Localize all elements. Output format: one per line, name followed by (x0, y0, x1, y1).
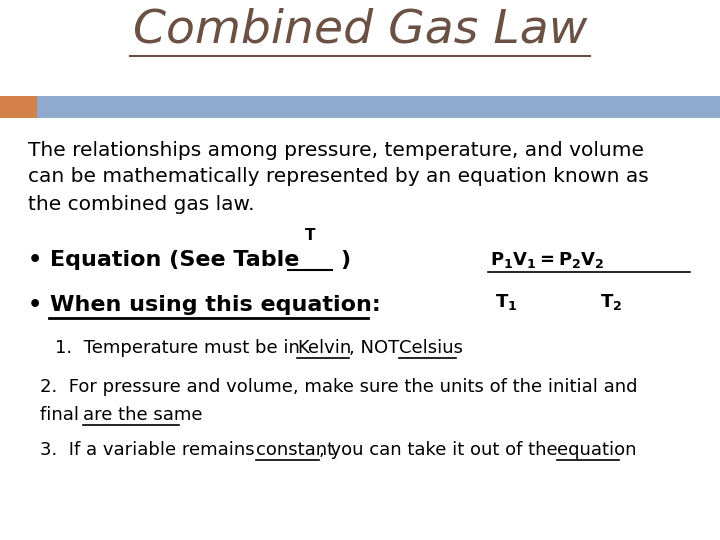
Text: T: T (305, 228, 315, 243)
Text: 1.  Temperature must be in: 1. Temperature must be in (55, 339, 305, 357)
Text: Celsius: Celsius (399, 339, 463, 357)
Text: •: • (28, 295, 42, 315)
Text: 2.  For pressure and volume, make sure the units of the initial and: 2. For pressure and volume, make sure th… (40, 378, 637, 396)
Bar (0, 96, 720, 118)
Text: Equation (See Table: Equation (See Table (50, 250, 300, 270)
Text: Kelvin: Kelvin (297, 339, 351, 357)
Text: $\mathbf{T}_\mathbf{2}$: $\mathbf{T}_\mathbf{2}$ (600, 292, 622, 312)
Text: final: final (40, 406, 85, 424)
Text: •: • (28, 250, 42, 270)
Text: ): ) (340, 250, 350, 270)
Text: constant: constant (256, 441, 334, 459)
Text: The relationships among pressure, temperature, and volume: The relationships among pressure, temper… (28, 140, 644, 159)
Text: , you can take it out of the: , you can take it out of the (319, 441, 563, 459)
Text: the combined gas law.: the combined gas law. (28, 194, 254, 213)
Text: $\mathbf{T}_\mathbf{1}$: $\mathbf{T}_\mathbf{1}$ (495, 292, 518, 312)
Text: 3.  If a variable remains: 3. If a variable remains (40, 441, 261, 459)
Text: $\mathbf{P}_\mathbf{1}\mathbf{V}_\mathbf{1}$$\mathbf{ = }$$\mathbf{P}_\mathbf{2}: $\mathbf{P}_\mathbf{1}\mathbf{V}_\mathbf… (490, 250, 605, 270)
Text: can be mathematically represented by an equation known as: can be mathematically represented by an … (28, 167, 649, 186)
Text: equation: equation (557, 441, 636, 459)
Text: , NOT: , NOT (349, 339, 405, 357)
Text: When using this equation:: When using this equation: (50, 295, 381, 315)
Text: are the same: are the same (83, 406, 202, 424)
Text: Combined Gas Law: Combined Gas Law (132, 8, 588, 52)
Bar (0, 96, 37, 118)
